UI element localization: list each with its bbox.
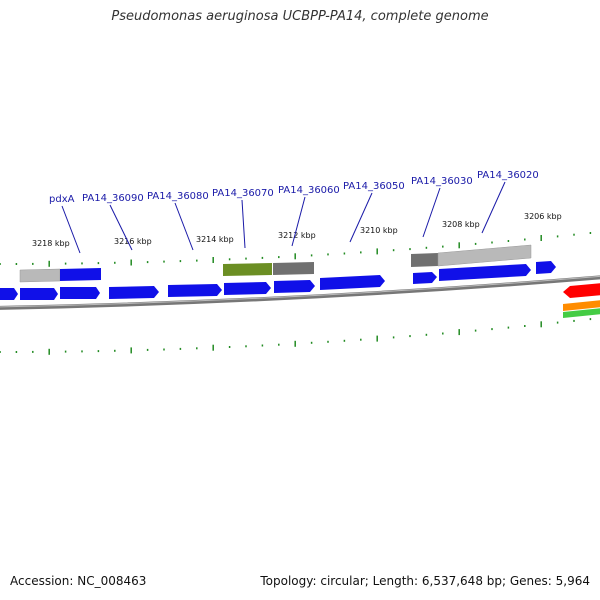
gene-arrow-pa14-36050[interactable] — [320, 275, 385, 290]
gene-arrow-pa14-36080[interactable] — [168, 284, 222, 297]
gene-arrow-3[interactable] — [60, 287, 100, 299]
gene-arrow-pa14-36090[interactable] — [109, 286, 159, 299]
scale-label-3218: 3218 kbp — [32, 239, 70, 248]
gene-label-pa14-36080[interactable]: PA14_36080 — [147, 191, 209, 202]
middle-gene-track — [0, 261, 556, 300]
gene-arrow-6[interactable] — [274, 280, 315, 293]
gene-pdxa[interactable] — [60, 268, 101, 281]
gene-arrow-1[interactable] — [0, 288, 18, 300]
gene-label-pa14-36090[interactable]: PA14_36090 — [82, 193, 144, 204]
genome-title: Pseudomonas aeruginosa UCBPP-PA14, compl… — [111, 9, 489, 24]
genome-info: Topology: circular; Length: 6,537,648 bp… — [260, 574, 590, 588]
scale-label-3214: 3214 kbp — [196, 235, 234, 244]
right-gene-track — [563, 283, 600, 318]
leader-pa14-36070 — [241, 199, 246, 249]
gene-arrow-2[interactable] — [20, 288, 58, 300]
leader-pa14-36090 — [109, 204, 133, 251]
gene-arrow-pa14-36020[interactable] — [439, 264, 531, 281]
outer-gene-track — [19, 244, 532, 283]
scale-label-3206: 3206 kbp — [524, 212, 562, 221]
accession-label: Accession: NC_008463 — [10, 574, 147, 588]
gene-label-pdxa[interactable]: pdxA — [49, 194, 75, 205]
lower-scale-ticks — [0, 318, 592, 355]
gene-pa14-36060[interactable] — [273, 262, 314, 275]
gene-gray-outer-1[interactable] — [19, 268, 61, 283]
genome-backbone — [0, 275, 600, 310]
gene-red[interactable] — [563, 283, 600, 298]
leader-pa14-36080 — [174, 202, 194, 251]
leader-pa14-36060 — [291, 196, 306, 247]
scale-label-3208: 3208 kbp — [442, 220, 480, 229]
gene-label-pa14-36020[interactable]: PA14_36020 — [477, 170, 539, 181]
gene-dark-gray-outer-2[interactable] — [411, 253, 438, 267]
gene-arrow-5[interactable] — [224, 282, 271, 295]
gene-pa14-36070[interactable] — [223, 263, 272, 276]
gene-label-pa14-36060[interactable]: PA14_36060 — [278, 185, 340, 196]
gene-label-pa14-36070[interactable]: PA14_36070 — [212, 188, 274, 199]
gene-pa14-36030[interactable] — [437, 244, 532, 267]
label-leader-lines — [61, 181, 506, 254]
gene-label-pa14-36030[interactable]: PA14_36030 — [411, 176, 473, 187]
scale-label-3212: 3212 kbp — [278, 231, 316, 240]
gene-green[interactable] — [563, 308, 600, 318]
leader-pdxa — [61, 205, 81, 254]
gene-label-pa14-36050[interactable]: PA14_36050 — [343, 181, 405, 192]
scale-label-3216: 3216 kbp — [114, 237, 152, 246]
leader-pa14-36050 — [349, 192, 373, 243]
leader-pa14-36020 — [481, 181, 506, 234]
upper-scale-ticks — [0, 232, 592, 267]
scale-label-3210: 3210 kbp — [360, 226, 398, 235]
genome-backbone-highlight — [0, 275, 600, 308]
gene-arrow-10[interactable] — [536, 261, 556, 274]
gene-arrow-8[interactable] — [413, 272, 437, 284]
gene-orange[interactable] — [563, 300, 600, 311]
leader-pa14-36030 — [422, 187, 441, 238]
